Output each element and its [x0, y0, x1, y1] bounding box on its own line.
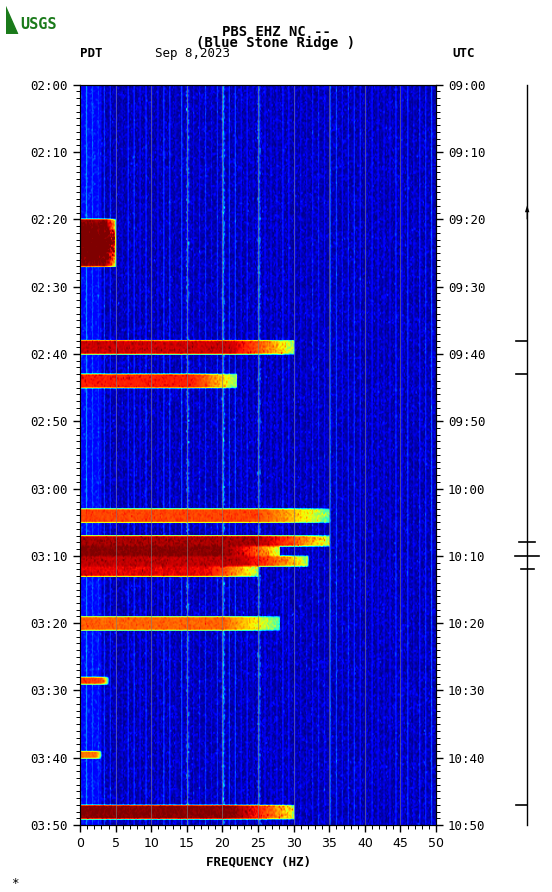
Text: PDT: PDT [80, 47, 103, 60]
Text: Sep 8,2023: Sep 8,2023 [155, 47, 230, 60]
Text: PBS EHZ NC --: PBS EHZ NC -- [221, 25, 331, 39]
Text: *: * [11, 877, 19, 889]
X-axis label: FREQUENCY (HZ): FREQUENCY (HZ) [205, 855, 311, 869]
Text: USGS: USGS [20, 17, 56, 31]
Text: (Blue Stone Ridge ): (Blue Stone Ridge ) [197, 36, 355, 50]
Text: UTC: UTC [453, 47, 475, 60]
Polygon shape [6, 6, 18, 34]
